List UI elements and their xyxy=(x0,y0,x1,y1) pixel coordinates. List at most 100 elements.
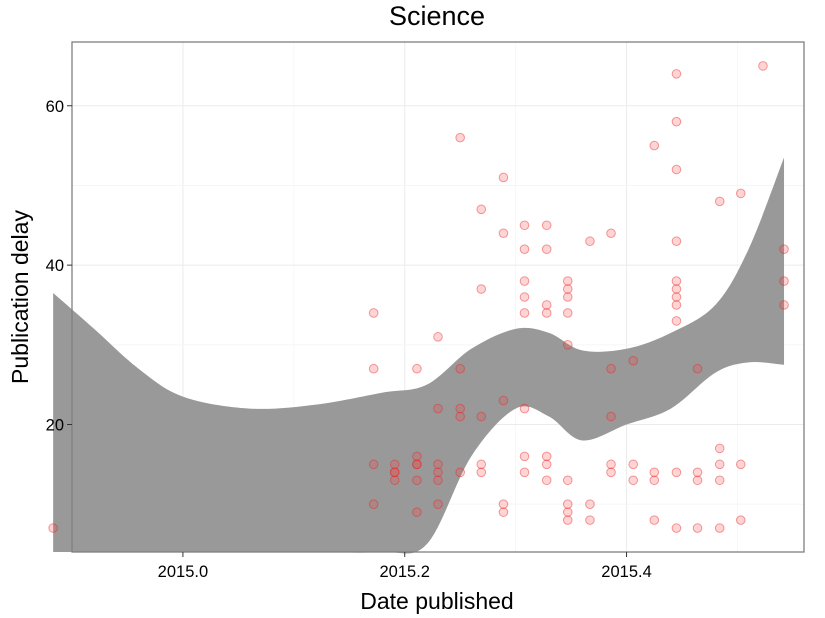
data-point xyxy=(541,308,552,318)
data-point xyxy=(628,475,639,486)
data-point xyxy=(433,475,443,486)
data-point xyxy=(476,459,487,470)
data-point xyxy=(519,292,530,302)
y-tick-label: 20 xyxy=(46,417,64,435)
data-point xyxy=(455,403,465,414)
data-point xyxy=(649,515,660,525)
data-point xyxy=(455,132,465,143)
data-point xyxy=(562,340,573,350)
data-point xyxy=(476,467,487,478)
data-point xyxy=(412,451,422,462)
data-point xyxy=(541,475,552,486)
data-point xyxy=(585,499,595,509)
data-point xyxy=(692,523,703,533)
data-point xyxy=(779,300,789,310)
data-point xyxy=(562,308,573,318)
data-point xyxy=(671,292,682,302)
data-point xyxy=(692,475,703,486)
confidence-band-layer xyxy=(53,157,785,554)
panel-border xyxy=(71,41,805,553)
data-point xyxy=(671,116,682,127)
data-point xyxy=(714,475,725,486)
data-point xyxy=(649,140,660,151)
data-point xyxy=(758,61,768,71)
data-point xyxy=(498,172,509,183)
data-point xyxy=(412,475,422,486)
data-point xyxy=(541,300,552,310)
data-point xyxy=(671,300,682,310)
data-point xyxy=(671,276,682,286)
chart-title: Science xyxy=(389,1,485,31)
data-point xyxy=(476,204,487,215)
y-tick-label: 60 xyxy=(46,98,64,116)
data-point xyxy=(714,196,725,207)
data-point xyxy=(562,276,573,286)
data-point xyxy=(562,292,573,302)
data-point xyxy=(412,363,422,374)
data-point xyxy=(541,220,552,231)
data-point xyxy=(562,515,573,525)
data-point xyxy=(368,499,379,509)
x-axis-title: Date published xyxy=(360,588,513,614)
data-point xyxy=(412,507,422,517)
data-point xyxy=(412,459,422,470)
data-point xyxy=(714,523,725,533)
data-point xyxy=(433,332,443,342)
data-point xyxy=(433,467,443,478)
data-point xyxy=(692,467,703,478)
data-point xyxy=(519,308,530,318)
x-tick-label: 2015.4 xyxy=(601,563,651,581)
data-point xyxy=(476,284,487,294)
data-point xyxy=(368,308,379,318)
data-point xyxy=(541,451,552,462)
y-axis-title: Publication delay xyxy=(7,210,33,384)
data-point xyxy=(671,316,682,326)
data-point xyxy=(735,459,746,470)
data-point xyxy=(562,475,573,486)
x-tick-label: 2015.0 xyxy=(158,563,208,581)
data-point xyxy=(389,467,400,478)
data-point xyxy=(606,411,616,422)
data-point xyxy=(455,467,465,478)
x-axis: 2015.0 2015.2 2015.4 xyxy=(158,552,652,581)
data-point xyxy=(562,499,573,509)
data-point xyxy=(779,276,789,286)
data-point xyxy=(735,515,746,525)
data-point xyxy=(585,515,595,525)
y-axis: 20 40 60 xyxy=(46,98,72,435)
data-point xyxy=(585,236,595,247)
data-point xyxy=(735,188,746,199)
data-point xyxy=(389,475,400,486)
data-point xyxy=(649,475,660,486)
data-point xyxy=(433,459,443,470)
data-point xyxy=(498,507,509,517)
data-point xyxy=(498,499,509,509)
data-point xyxy=(606,363,616,374)
data-point xyxy=(628,459,639,470)
data-point xyxy=(671,164,682,175)
data-point xyxy=(519,467,530,478)
data-point xyxy=(606,459,616,470)
data-point xyxy=(412,459,422,470)
data-point xyxy=(606,228,616,239)
data-point xyxy=(455,411,465,422)
data-point xyxy=(779,244,789,254)
data-point xyxy=(389,459,400,470)
data-point xyxy=(562,507,573,517)
data-point xyxy=(692,363,703,374)
data-point xyxy=(498,228,509,239)
data-point xyxy=(498,395,509,406)
data-point xyxy=(606,467,616,478)
data-point xyxy=(671,523,682,533)
data-point xyxy=(519,220,530,231)
data-point xyxy=(671,284,682,294)
data-point xyxy=(476,411,487,422)
data-point xyxy=(48,523,58,533)
data-point xyxy=(389,467,400,478)
data-point xyxy=(671,467,682,478)
data-point xyxy=(714,459,725,470)
data-point xyxy=(628,355,639,366)
data-point xyxy=(455,363,465,374)
data-point xyxy=(433,403,443,414)
